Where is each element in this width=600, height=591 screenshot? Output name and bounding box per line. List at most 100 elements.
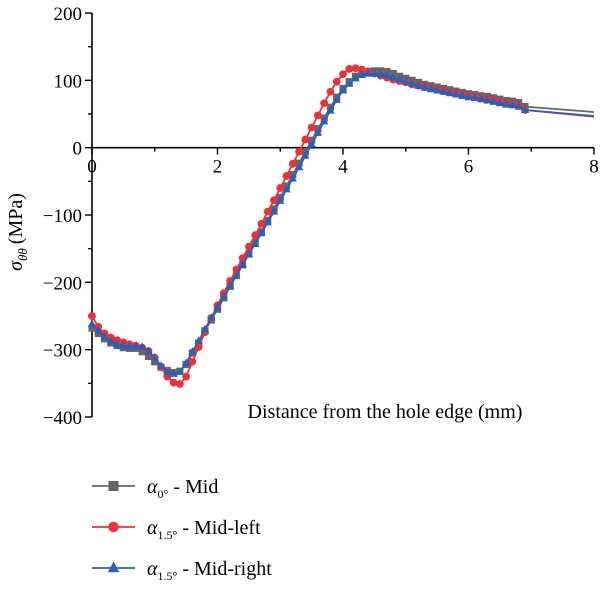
triangle-marker — [225, 281, 235, 289]
triangle-marker — [363, 68, 373, 77]
triangle-marker — [169, 369, 178, 377]
legend-subscript: 1.5° — [158, 569, 178, 583]
triangle-marker — [495, 98, 505, 107]
triangle-marker — [445, 88, 454, 97]
triangle-marker — [257, 228, 266, 237]
triangle-marker — [251, 239, 260, 247]
y-axis-subscript: θθ — [15, 248, 30, 261]
triangle-marker — [338, 85, 348, 94]
x-tick-label: 2 — [213, 157, 223, 178]
y-tick-label: 200 — [54, 4, 83, 25]
triangle-marker — [520, 105, 530, 113]
triangle-marker — [389, 72, 398, 81]
triangle-marker — [100, 332, 109, 340]
circle-marker — [270, 196, 278, 205]
ticks: 200 100 0 −100 −200 −300 −400 0 2 4 6 8 — [43, 4, 599, 429]
triangle-marker — [107, 561, 120, 573]
circle-marker — [263, 207, 272, 216]
series-line — [91, 67, 595, 385]
triangle-marker — [150, 353, 159, 361]
triangle-marker — [200, 324, 210, 333]
square-marker — [88, 324, 96, 332]
triangle-marker — [294, 162, 304, 171]
circle-marker — [301, 135, 310, 144]
circle-marker — [251, 231, 260, 240]
x-axis-title: Distance from the hole edge (mm) — [248, 401, 523, 423]
circle-marker — [175, 380, 184, 388]
legend-item: α1.5° - Mid-right — [92, 558, 272, 583]
triangle-marker — [175, 367, 184, 375]
circle-marker — [182, 372, 191, 381]
triangle-marker — [332, 95, 341, 103]
triangle-marker — [207, 313, 216, 322]
legend-symbol: α — [147, 558, 158, 580]
triangle-marker — [156, 361, 166, 369]
triangle-marker — [232, 270, 241, 279]
triangle-marker — [244, 249, 254, 258]
triangle-marker — [432, 85, 442, 94]
triangle-marker — [401, 76, 410, 85]
legend-subscript: 1.5° — [158, 528, 178, 542]
triangle-marker — [483, 95, 492, 104]
square-marker — [108, 481, 119, 491]
series-line — [91, 70, 595, 374]
circle-marker — [244, 242, 253, 251]
triangle-marker — [219, 291, 228, 300]
y-tick-label: 0 — [73, 139, 83, 160]
triangle-marker — [188, 346, 197, 355]
y-tick-label: 100 — [54, 71, 83, 92]
circle-marker — [88, 312, 96, 320]
triangle-marker — [119, 340, 128, 349]
square-marker — [138, 348, 146, 356]
triangle-marker — [470, 93, 479, 101]
x-tick-label: 0 — [87, 157, 97, 178]
legend-item: α1.5° - Mid-left — [92, 517, 261, 542]
triangle-marker — [263, 217, 272, 226]
triangle-marker — [282, 184, 291, 193]
circle-marker — [339, 70, 347, 79]
circle-marker — [351, 64, 360, 73]
x-tick-label: 6 — [464, 157, 474, 178]
triangle-marker — [458, 91, 467, 99]
legend-label: α1.5° - Mid-left — [147, 517, 261, 542]
legend-subscript: 0° — [158, 487, 169, 501]
circle-marker — [288, 159, 297, 168]
triangle-marker — [307, 139, 316, 148]
triangle-marker — [238, 260, 247, 268]
square-marker — [144, 352, 153, 360]
triangle-marker — [313, 128, 323, 136]
x-tick-label: 8 — [589, 157, 599, 178]
triangle-marker — [464, 92, 473, 101]
y-axis-symbol: σ — [5, 260, 27, 271]
y-axis-unit: (MPa) — [5, 193, 27, 244]
triangle-marker — [163, 367, 172, 375]
triangle-marker — [213, 302, 222, 311]
circle-marker — [345, 64, 354, 73]
triangle-marker — [345, 79, 354, 87]
triangle-marker — [451, 89, 461, 98]
triangle-marker — [301, 151, 310, 159]
series-line — [91, 72, 595, 375]
series-circle — [88, 64, 595, 388]
square-marker — [151, 358, 159, 366]
circle-marker — [108, 521, 119, 533]
circle-marker — [282, 172, 291, 180]
circle-marker — [276, 184, 285, 192]
triangle-marker — [476, 94, 486, 103]
triangle-marker — [288, 173, 297, 182]
triangle-marker — [370, 68, 379, 77]
triangle-marker — [357, 70, 366, 78]
triangle-marker — [420, 83, 429, 91]
legend-symbol: α — [147, 517, 158, 539]
triangle-marker — [276, 196, 285, 204]
y-tick-label: −400 — [43, 408, 82, 429]
triangle-marker — [502, 99, 511, 108]
triangle-marker — [376, 69, 385, 78]
legend-suffix: - Mid-right — [177, 558, 272, 580]
triangle-marker — [508, 100, 517, 109]
y-tick-label: −300 — [43, 341, 82, 362]
x-tick-label: 4 — [338, 157, 348, 178]
series-square — [88, 67, 595, 377]
